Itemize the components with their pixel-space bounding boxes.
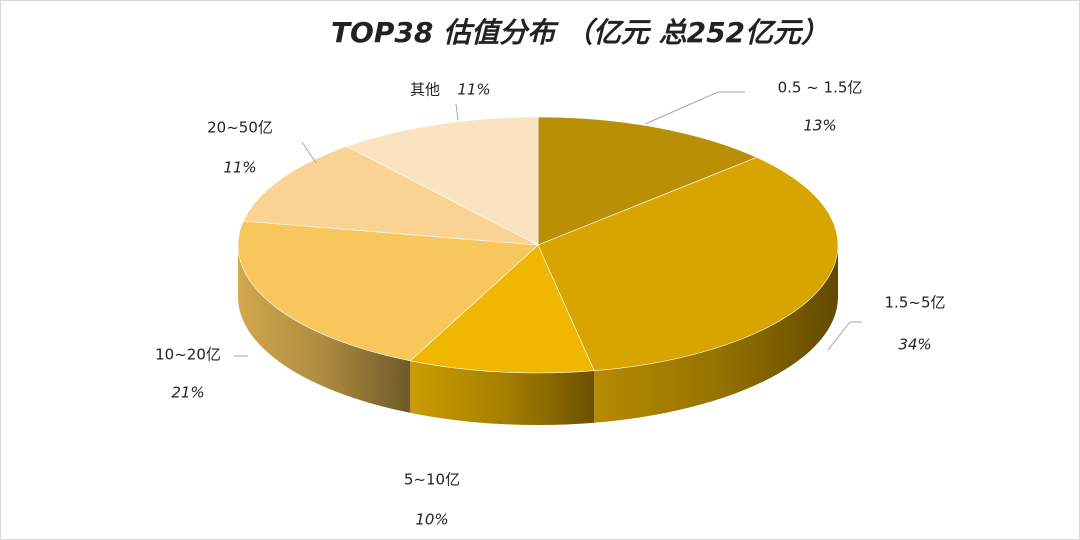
- value-label: 11%: [457, 81, 490, 99]
- pie-slice: [242, 146, 539, 246]
- leader-line: [644, 91, 745, 125]
- pie-side: [237, 245, 411, 413]
- value-label: 13%: [803, 117, 836, 135]
- category-label: 0.5 ~ 1.5亿: [778, 79, 863, 97]
- leader-line: [301, 141, 317, 164]
- pie-slice: [409, 244, 595, 374]
- chart-title: TOP38 估值分布 （亿元 总252亿元）: [331, 16, 829, 49]
- leader-line: [827, 321, 862, 351]
- value-label: 10%: [415, 511, 448, 529]
- leader-line: [455, 103, 459, 121]
- pie-slice: [537, 157, 839, 372]
- category-label: 20~50亿: [207, 119, 273, 137]
- pie-slice: [237, 220, 539, 362]
- pie: [237, 116, 839, 426]
- category-label: 其他: [410, 81, 440, 99]
- value-label: 34%: [898, 336, 931, 354]
- pie-side: [410, 360, 595, 426]
- pie-slice: [346, 116, 539, 246]
- category-label: 10~20亿: [155, 346, 221, 364]
- pie-slice: [537, 116, 758, 246]
- value-label: 21%: [171, 384, 204, 402]
- value-label: 11%: [223, 159, 256, 177]
- labels: 0.5 ~ 1.5亿 13% 1.5~5亿 34% 5~10亿 10% 10~20亿 21% 2…: [155, 79, 945, 529]
- leader-lines: [234, 91, 862, 357]
- pie-side: [594, 245, 838, 423]
- category-label: 1.5~5亿: [885, 294, 946, 312]
- category-label: 5~10亿: [404, 471, 460, 489]
